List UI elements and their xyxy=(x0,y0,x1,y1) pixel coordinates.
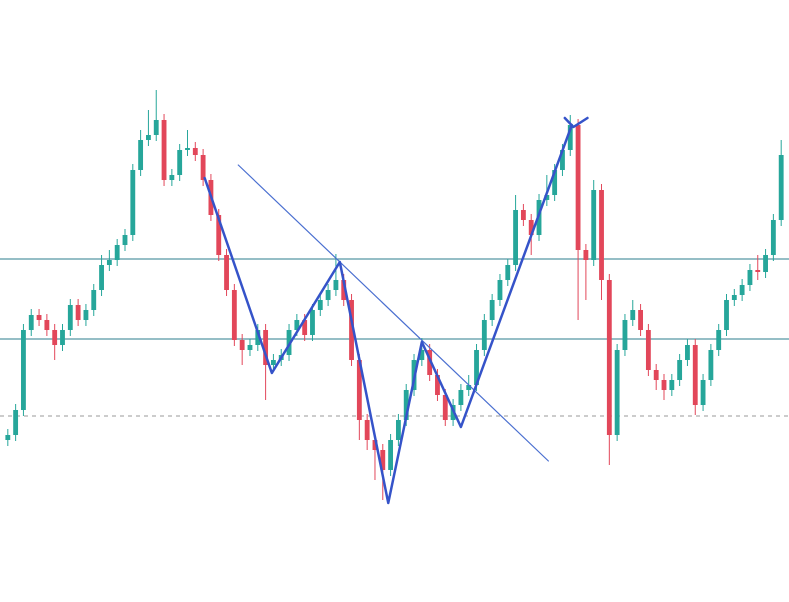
candle-body xyxy=(224,255,229,290)
candle-body xyxy=(599,190,604,280)
candle-body xyxy=(169,175,175,180)
candle-body xyxy=(388,440,394,470)
zigzag-line xyxy=(203,123,574,505)
candle-body xyxy=(380,450,386,470)
candle-body xyxy=(645,330,651,370)
candle-body xyxy=(778,155,784,220)
candle-body xyxy=(606,280,612,435)
candle-body xyxy=(52,330,58,345)
candle-body xyxy=(91,290,97,310)
candle-body xyxy=(28,315,34,330)
candle-body xyxy=(630,310,636,320)
candle-body xyxy=(114,245,120,260)
candle-body xyxy=(138,140,144,170)
candle-body xyxy=(692,345,698,405)
candle-body xyxy=(302,320,308,335)
candle-body xyxy=(36,315,42,320)
candle-body xyxy=(763,255,768,272)
candle-body xyxy=(724,300,729,330)
candle-body xyxy=(130,170,136,235)
candle-body xyxy=(731,295,737,300)
candle-body xyxy=(442,395,448,420)
candle-body xyxy=(708,350,714,380)
candle-body xyxy=(770,220,776,255)
candle-body xyxy=(83,310,89,320)
candle-body xyxy=(661,380,667,390)
candle-body xyxy=(21,330,26,410)
candle-body xyxy=(146,135,151,140)
candle-body xyxy=(75,305,81,320)
candle-body xyxy=(185,148,190,150)
candle-body xyxy=(60,330,65,345)
candle-body xyxy=(310,310,315,335)
candle-body xyxy=(270,360,276,365)
candle-body xyxy=(747,270,753,285)
candle-body xyxy=(356,360,362,420)
candle-body xyxy=(458,390,464,405)
candle-body xyxy=(231,290,237,340)
candle-body xyxy=(513,210,519,265)
candle-body xyxy=(435,375,440,395)
candle-body xyxy=(427,350,433,375)
candle-body xyxy=(99,265,104,290)
candle-body xyxy=(685,345,690,360)
candle-body xyxy=(341,280,347,300)
candle-body xyxy=(497,280,503,300)
candle-body xyxy=(552,170,558,195)
candle-body xyxy=(247,345,253,350)
candle-body xyxy=(325,290,331,300)
candle-body xyxy=(653,370,659,380)
candle-body xyxy=(544,195,550,200)
candle-body xyxy=(489,300,495,320)
candle-body xyxy=(333,280,339,290)
candle-body xyxy=(466,385,472,390)
candle-body xyxy=(739,285,745,295)
candle-body xyxy=(255,330,261,345)
candle-body xyxy=(67,305,73,330)
candle-body xyxy=(567,125,573,150)
candle-body xyxy=(419,350,425,360)
candle-body xyxy=(520,210,526,220)
candle-body xyxy=(294,320,300,330)
candle-body xyxy=(192,148,198,155)
candle-body xyxy=(161,120,167,180)
candle-body xyxy=(638,310,643,330)
candle-body xyxy=(403,390,409,420)
candle-body xyxy=(349,300,354,360)
candle-body xyxy=(364,420,370,440)
candle-body xyxy=(122,235,128,245)
candle-body xyxy=(583,250,589,260)
candle-body xyxy=(528,220,534,235)
candle-body xyxy=(505,265,511,280)
candle-body xyxy=(755,270,761,272)
candle-body xyxy=(591,190,597,260)
candle-body xyxy=(395,420,401,440)
candle-body xyxy=(372,440,378,450)
candle-body xyxy=(153,120,159,135)
candle-body xyxy=(263,330,269,365)
candle-body xyxy=(317,300,323,310)
candle-body xyxy=(13,410,19,435)
candle-body xyxy=(286,330,292,355)
candle-body xyxy=(614,350,620,435)
candle-body xyxy=(216,215,222,255)
candle-body xyxy=(44,320,50,330)
candle-body xyxy=(5,435,11,440)
candle-body xyxy=(200,155,206,180)
candle-body xyxy=(177,150,183,175)
candle-body xyxy=(560,150,565,170)
candle-body xyxy=(700,380,706,405)
trend-line xyxy=(237,164,549,462)
candle-body xyxy=(474,350,479,385)
candle-body xyxy=(575,125,581,250)
candle-body xyxy=(716,330,722,350)
candle-body xyxy=(677,360,683,380)
candle-body xyxy=(669,380,675,390)
candle-body xyxy=(622,320,628,350)
candle-body xyxy=(481,320,487,350)
candle-body xyxy=(239,340,245,350)
peak-marker xyxy=(563,116,589,129)
candle-body xyxy=(106,260,112,265)
